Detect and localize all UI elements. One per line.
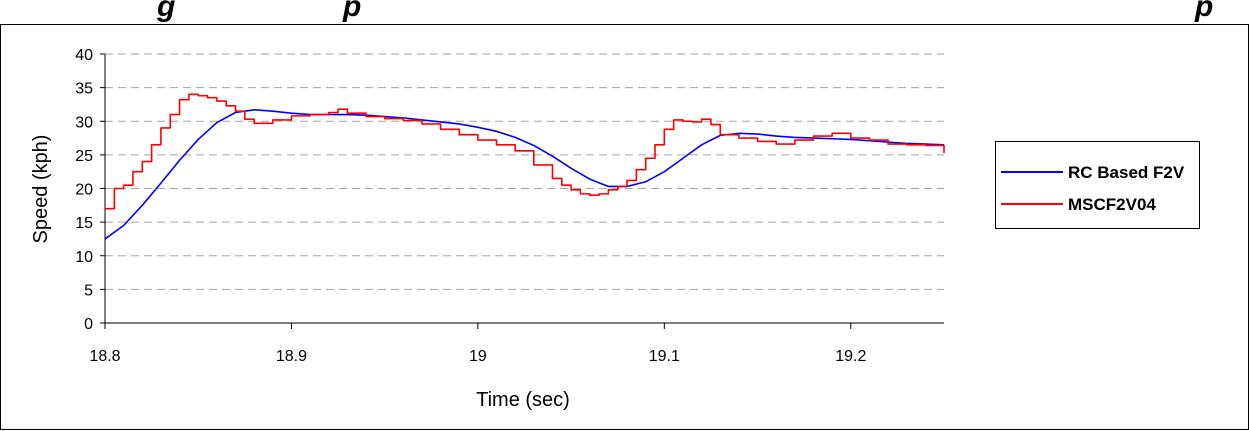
y-tick-label-15: 15 bbox=[75, 215, 93, 232]
y-tick-label-40: 40 bbox=[75, 47, 93, 64]
y-tick-label-10: 10 bbox=[75, 249, 93, 266]
title-fragment-mid: p bbox=[342, 0, 361, 23]
legend-label-rc-based-f2v: RC Based F2V bbox=[1068, 163, 1185, 182]
series-line-mscf2v04 bbox=[105, 93, 945, 210]
x-tick-label-18.9: 18.9 bbox=[276, 348, 307, 365]
y-tick-label-25: 25 bbox=[75, 148, 93, 165]
x-tick-label-19: 19 bbox=[469, 348, 487, 365]
legend-box bbox=[995, 141, 1200, 229]
y-tick-label-5: 5 bbox=[84, 282, 93, 299]
legend-label-mscf2v04: MSCF2V04 bbox=[1068, 195, 1156, 214]
x-tick-label-18.8: 18.8 bbox=[89, 348, 120, 365]
y-tick-label-0: 0 bbox=[84, 316, 93, 333]
x-tick-label-19.2: 19.2 bbox=[835, 348, 866, 365]
series-line-rc-based-f2v bbox=[104, 109, 945, 240]
x-axis-title: Time (sec) bbox=[476, 389, 570, 411]
y-tick-label-30: 30 bbox=[75, 114, 93, 131]
legend: RC Based F2V MSCF2V04 bbox=[995, 141, 1200, 229]
y-tick-label-35: 35 bbox=[75, 81, 93, 98]
plot-area: 0 5 10 15 20 25 30 35 40 18.8 18.9 19 19.1 19.2 bbox=[75, 47, 945, 365]
x-tick-label-19.1: 19.1 bbox=[649, 348, 680, 365]
y-axis-title: Speed (kph) bbox=[30, 135, 52, 244]
y-tick-label-20: 20 bbox=[75, 182, 93, 199]
title-fragment-right: p bbox=[1194, 0, 1213, 23]
title-fragment-left: g bbox=[156, 0, 175, 23]
